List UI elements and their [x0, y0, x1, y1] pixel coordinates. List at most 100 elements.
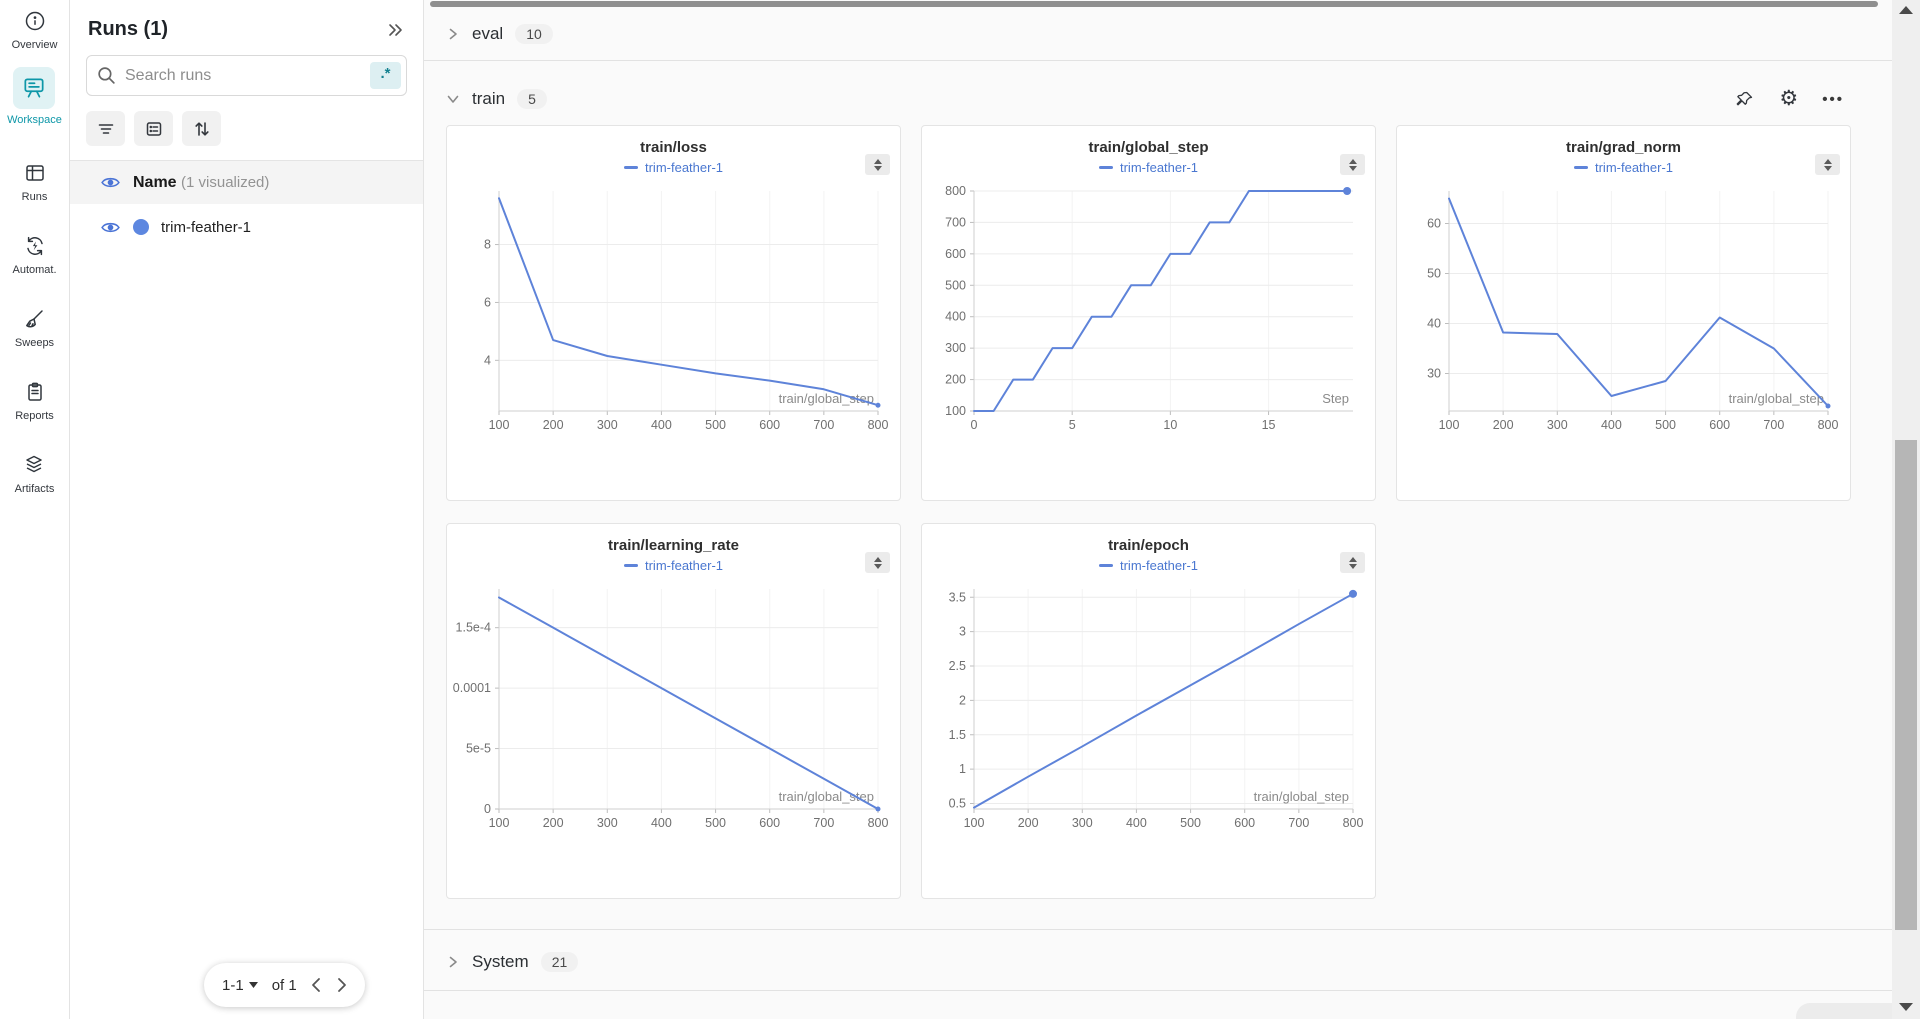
legend-run-name[interactable]: trim-feather-1: [1119, 558, 1199, 573]
nav-item-reports[interactable]: Reports: [15, 379, 54, 422]
chevron-right-icon[interactable]: [446, 27, 460, 41]
svg-text:800: 800: [1343, 816, 1364, 830]
chart-plot[interactable]: 100 200 300 400 500 600 700 800 0.5 1 1.5 2 2.5 3 3.5 t…: [926, 579, 1375, 846]
chart-title: train/loss: [640, 139, 707, 156]
section-count-badge: 5: [517, 89, 547, 109]
nav-item-sweeps[interactable]: Sweeps: [15, 306, 54, 349]
svg-text:3: 3: [959, 625, 966, 639]
visualized-count: (1 visualized): [181, 173, 270, 191]
search-icon: [96, 65, 117, 86]
section-train[interactable]: train 5: [424, 81, 547, 117]
search-runs-input[interactable]: [86, 55, 407, 96]
legend-run-name[interactable]: trim-feather-1: [1119, 160, 1199, 175]
prev-page-button[interactable]: [311, 977, 321, 993]
sort-button[interactable]: [182, 111, 221, 146]
scroll-down-arrow[interactable]: [1899, 1003, 1913, 1011]
chart-panel-train-grad-norm: train/grad_norm trim-feather-1 100 200 300 40…: [1396, 125, 1851, 501]
svg-text:40: 40: [1427, 317, 1441, 331]
run-name: trim-feather-1: [161, 218, 252, 236]
section-label: eval: [472, 24, 504, 43]
chart-resize-stepper[interactable]: [1340, 154, 1365, 175]
svg-text:200: 200: [543, 418, 564, 432]
svg-text:1.5: 1.5: [949, 728, 966, 742]
vertical-scrollbar[interactable]: [1892, 0, 1920, 1019]
legend-swatch: [623, 564, 638, 567]
page-size-dropdown[interactable]: 1-1: [222, 977, 258, 994]
legend-swatch: [1573, 166, 1588, 169]
svg-text:600: 600: [1709, 418, 1730, 432]
svg-text:0.0001: 0.0001: [453, 681, 491, 695]
nav-label: Automat.: [12, 264, 57, 276]
svg-text:700: 700: [813, 418, 834, 432]
chart-resize-stepper[interactable]: [865, 154, 890, 175]
run-row[interactable]: trim-feather-1: [70, 204, 423, 250]
svg-text:2.5: 2.5: [949, 659, 966, 673]
pin-icon[interactable]: [1734, 89, 1755, 110]
svg-text:100: 100: [945, 404, 966, 418]
nav-item-runs[interactable]: Runs: [22, 160, 48, 203]
svg-text:700: 700: [813, 816, 834, 830]
legend-run-name[interactable]: trim-feather-1: [644, 160, 724, 175]
svg-text:200: 200: [543, 816, 564, 830]
chart-title: train/learning_rate: [608, 537, 739, 554]
run-list-header: Name (1 visualized): [70, 160, 423, 204]
chart-plot[interactable]: 0 5 10 15 100 200 300 400 500 600 700 800 Step: [926, 181, 1375, 448]
nav-item-artifacts[interactable]: Artifacts: [15, 452, 54, 495]
svg-text:train/global_step: train/global_step: [779, 789, 874, 804]
filter-button[interactable]: [86, 111, 125, 146]
section-system[interactable]: System 21: [424, 944, 1892, 980]
eye-icon[interactable]: [100, 217, 121, 238]
workspace-icon: [21, 75, 47, 101]
chart-plot[interactable]: 100 200 300 400 500 600 700 800 4 6 8 train/global_…: [451, 181, 900, 448]
next-page-button[interactable]: [337, 977, 347, 993]
scroll-up-arrow[interactable]: [1899, 6, 1913, 14]
section-divider: [424, 929, 1892, 930]
svg-text:100: 100: [1439, 418, 1460, 432]
gear-icon[interactable]: ⚙: [1779, 87, 1799, 110]
nav-item-workspace[interactable]: Workspace: [7, 67, 62, 126]
chart-resize-stepper[interactable]: [1815, 154, 1840, 175]
nav-item-automations[interactable]: Automat.: [12, 233, 57, 276]
svg-text:100: 100: [489, 418, 510, 432]
charts-grid: train/loss trim-feather-1 100 200 300 400 500 6…: [446, 125, 1856, 899]
vertical-scrollbar-thumb[interactable]: [1895, 440, 1917, 930]
svg-text:600: 600: [759, 418, 780, 432]
chart-resize-stepper[interactable]: [865, 552, 890, 573]
nav-label: Reports: [15, 410, 54, 422]
nav-label: Runs: [21, 191, 48, 203]
chart-plot[interactable]: 100 200 300 400 500 600 700 800 0 5e-5 0.0001 1.5e-…: [451, 579, 900, 846]
legend-run-name[interactable]: trim-feather-1: [644, 558, 724, 573]
svg-text:Step: Step: [1322, 391, 1349, 406]
svg-text:4: 4: [484, 353, 491, 367]
chevron-down-icon[interactable]: [446, 92, 460, 106]
chart-title: train/epoch: [1108, 537, 1189, 554]
svg-text:6: 6: [484, 295, 491, 309]
horizontal-scrollbar-thumb[interactable]: [430, 1, 1878, 7]
clipboard-icon: [22, 379, 48, 405]
chevron-right-icon[interactable]: [446, 955, 460, 969]
chart-plot[interactable]: 100 200 300 400 500 600 700 800 30 40 50 60 train/gl…: [1401, 181, 1850, 448]
runs-panel: Runs (1) .*: [70, 0, 424, 1019]
chart-resize-stepper[interactable]: [1340, 552, 1365, 573]
svg-text:300: 300: [597, 418, 618, 432]
legend-run-name[interactable]: trim-feather-1: [1594, 160, 1674, 175]
columns-settings-button[interactable]: [134, 111, 173, 146]
overflow-menu-icon[interactable]: •••: [1822, 90, 1844, 108]
collapse-panel-icon[interactable]: [387, 22, 405, 38]
svg-text:300: 300: [1547, 418, 1568, 432]
section-eval[interactable]: eval 10: [424, 16, 1892, 52]
regex-toggle-button[interactable]: .*: [370, 62, 401, 89]
chart-legend: trim-feather-1: [922, 558, 1375, 573]
svg-text:2: 2: [959, 693, 966, 707]
svg-text:500: 500: [1655, 418, 1676, 432]
svg-text:300: 300: [945, 341, 966, 355]
svg-text:500: 500: [945, 278, 966, 292]
svg-text:0.5: 0.5: [949, 797, 966, 811]
svg-text:5: 5: [1069, 418, 1076, 432]
svg-text:train/global_step: train/global_step: [1729, 391, 1824, 406]
nav-item-overview[interactable]: Overview: [12, 8, 57, 51]
svg-text:0: 0: [484, 802, 491, 816]
section-label: train: [472, 89, 506, 108]
svg-text:10: 10: [1163, 418, 1177, 432]
eye-icon[interactable]: [100, 172, 121, 193]
